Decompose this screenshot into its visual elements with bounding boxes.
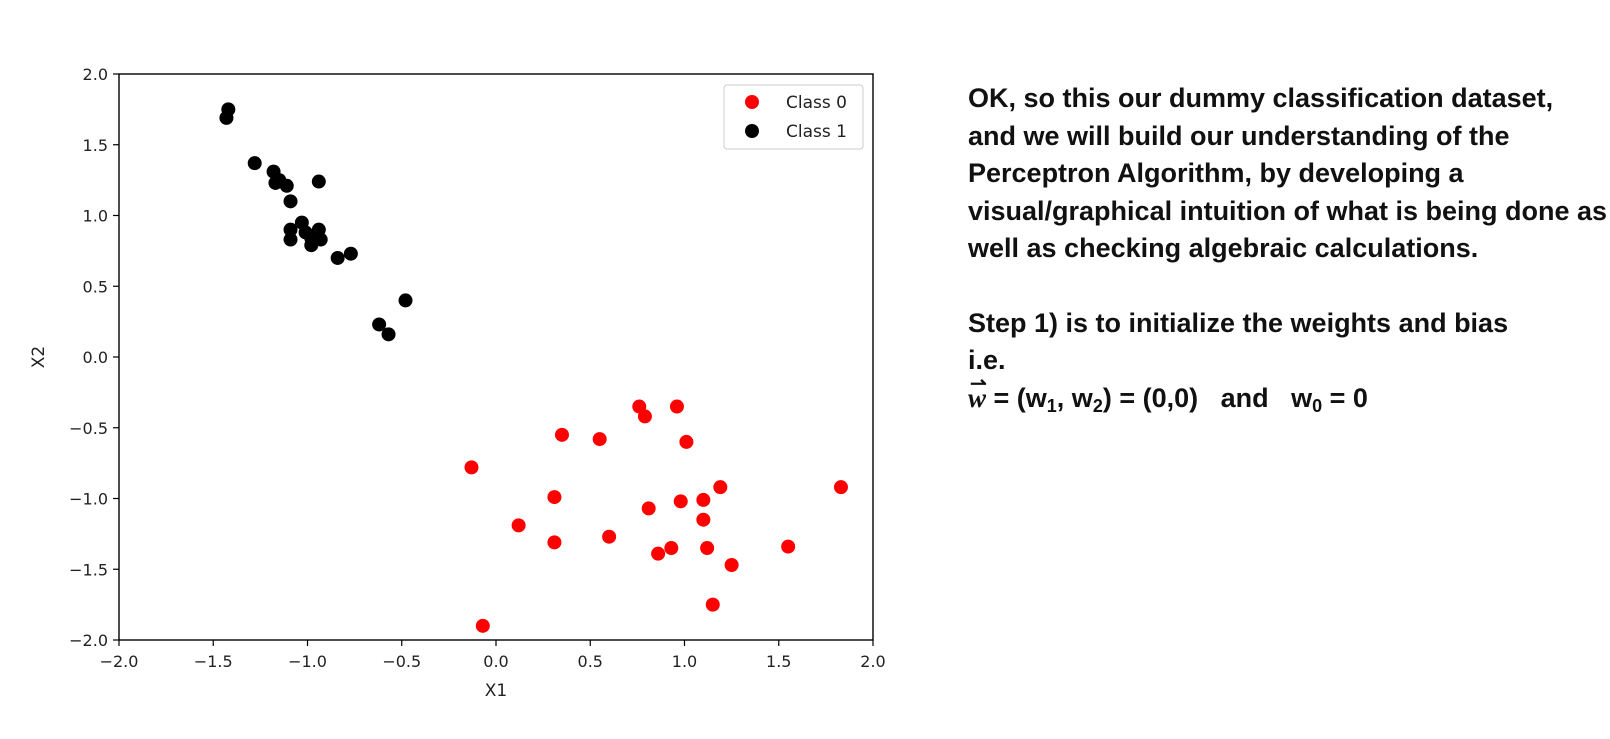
- scatter-chart: −2.0 −1.5 −1.0 −0.5 0.0 0.5 1.0 1.5 2.0 2.0 1.5 1.0…: [29, 65, 886, 701]
- legend-label-class-1: Class 1: [786, 122, 847, 142]
- data-point-class-0: [700, 541, 715, 556]
- data-point-class-0: [705, 597, 720, 612]
- y-tick-label: −1.5: [69, 560, 108, 579]
- data-point-class-1: [279, 178, 294, 193]
- eq-part-1: = (w: [986, 382, 1047, 413]
- data-point-class-0: [651, 546, 666, 561]
- x-tick-label: −1.0: [288, 652, 327, 671]
- data-point-class-1: [247, 156, 262, 171]
- data-point-class-0: [679, 434, 694, 449]
- legend-marker-class-0: [745, 95, 759, 109]
- step-1-text: Step 1) is to initialize the weights and…: [968, 307, 1509, 338]
- data-point-class-0: [602, 529, 617, 544]
- y-tick-label: 1.5: [83, 136, 108, 155]
- y-tick-label: −2.0: [69, 631, 108, 650]
- weights-equation: ⇀ w = (w1, w2) = (0,0) and w0 = 0: [968, 373, 1608, 426]
- intro-paragraph: OK, so this our dummy classification dat…: [968, 83, 1608, 263]
- data-point-class-0: [547, 490, 562, 505]
- w-symbol: w: [968, 382, 987, 413]
- x-axis-label: X1: [485, 681, 507, 701]
- data-point-class-1: [283, 194, 298, 209]
- eq-sub-1: 1: [1046, 395, 1057, 416]
- data-point-class-0: [696, 492, 711, 507]
- y-tick-label: 0.0: [83, 348, 108, 367]
- data-point-class-1: [381, 327, 396, 342]
- y-tick-label: −0.5: [69, 419, 108, 438]
- data-point-class-0: [641, 501, 656, 516]
- eq-part-3: ) = (0,0) and w: [1102, 382, 1313, 413]
- data-point-class-0: [464, 460, 479, 475]
- data-point-class-0: [833, 480, 848, 495]
- x-tick-label: 1.0: [672, 652, 697, 671]
- explanation-panel: OK, so this our dummy classification dat…: [968, 80, 1608, 425]
- data-point-class-0: [713, 480, 728, 495]
- y-axis-label: X2: [29, 346, 49, 368]
- data-point-class-0: [637, 409, 652, 424]
- ticks-layer: −2.0 −1.5 −1.0 −0.5 0.0 0.5 1.0 1.5 2.0 2.0 1.5 1.0…: [69, 65, 886, 671]
- ie-text: i.e.: [968, 345, 1006, 375]
- data-point-class-0: [781, 539, 796, 554]
- data-point-class-0: [664, 541, 679, 556]
- legend: Class 0 Class 1: [723, 84, 864, 150]
- eq-part-2: , w: [1056, 382, 1093, 413]
- eq-part-4: = 0: [1322, 382, 1368, 413]
- x-tick-label: 0.0: [483, 652, 508, 671]
- eq-sub-0: 0: [1312, 395, 1323, 416]
- x-tick-label: −1.5: [194, 652, 233, 671]
- data-point-class-1: [311, 174, 326, 189]
- y-tick-label: 1.0: [83, 207, 108, 226]
- data-point-class-0: [673, 494, 688, 509]
- data-point-class-1: [313, 232, 328, 247]
- data-point-class-0: [547, 535, 562, 550]
- x-tick-label: 2.0: [860, 652, 885, 671]
- points-layer: [219, 102, 848, 633]
- legend-marker-class-1: [745, 124, 759, 138]
- data-point-class-0: [669, 399, 684, 414]
- data-point-class-1: [283, 222, 298, 237]
- data-point-class-0: [696, 512, 711, 527]
- weight-vector-symbol: ⇀ w: [968, 373, 987, 418]
- x-tick-label: −0.5: [382, 652, 421, 671]
- data-point-class-0: [592, 432, 607, 447]
- plot-frame: [118, 73, 874, 641]
- y-tick-label: 0.5: [83, 277, 108, 296]
- data-point-class-1: [398, 293, 413, 308]
- data-point-class-1: [219, 110, 234, 125]
- data-point-class-1: [372, 317, 387, 332]
- eq-sub-2: 2: [1092, 395, 1103, 416]
- x-tick-label: 0.5: [578, 652, 603, 671]
- data-point-class-1: [330, 250, 345, 265]
- data-point-class-0: [554, 427, 569, 442]
- vector-arrow-icon: ⇀: [970, 372, 987, 395]
- data-point-class-0: [475, 618, 490, 633]
- x-tick-label: −2.0: [100, 652, 139, 671]
- data-point-class-0: [511, 518, 526, 533]
- legend-label-class-0: Class 0: [786, 93, 847, 113]
- y-tick-label: 2.0: [83, 65, 108, 84]
- data-point-class-1: [283, 232, 298, 247]
- data-point-class-0: [724, 558, 739, 573]
- x-tick-label: 1.5: [766, 652, 791, 671]
- y-tick-label: −1.0: [69, 490, 108, 509]
- data-point-class-1: [343, 246, 358, 261]
